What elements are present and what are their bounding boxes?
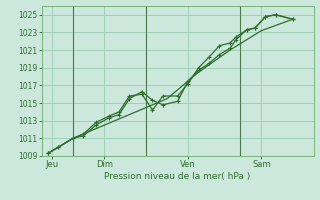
X-axis label: Pression niveau de la mer( hPa ): Pression niveau de la mer( hPa ) xyxy=(104,172,251,181)
